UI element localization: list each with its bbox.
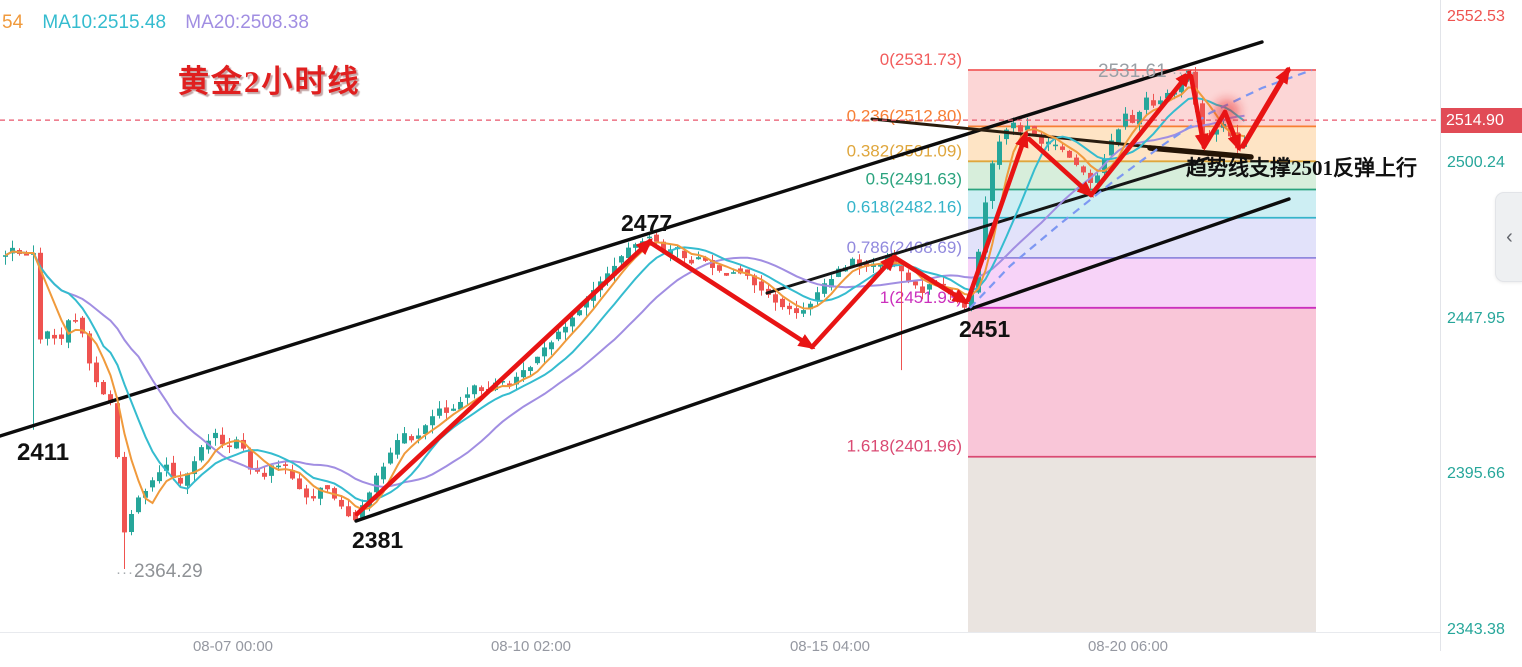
swing-low-label-2381: 2381 [352,527,404,553]
price-axis-label-2500.24: 2500.24 [1447,153,1505,171]
svg-text:0.382(2501.09): 0.382(2501.09) [847,141,962,160]
price-axis-border [1440,0,1441,651]
time-axis-label-1: 08-07 00:00 [192,638,274,655]
ma20-legend-value: MA20:2508.38 [185,12,309,33]
swing-low-label-2411: 2411 [17,439,70,466]
ma10-line [5,96,1246,503]
price-axis-label-2447.95: 2447.95 [1447,309,1505,327]
svg-text:0.618(2482.16): 0.618(2482.16) [847,198,962,217]
price-axis-label-2552.53: 2552.53 [1447,8,1505,25]
chevron-left-icon: ‹ [1506,225,1513,248]
current-price-badge: 2514.90 [1441,107,1522,133]
ma5-line [5,86,1245,511]
swing-high-label-2477: 2477 [621,210,673,236]
swing-low-label-2451: 2451 [959,316,1011,342]
trendline-support-annotation: 趋势线支撑2501反弹上行 [1186,156,1417,180]
svg-text:0.5(2491.63): 0.5(2491.63) [866,169,962,188]
svg-text:0(2531.73): 0(2531.73) [880,50,962,69]
time-axis-border [0,632,1440,633]
ma10-legend-value: MA10:2515.48 [42,12,167,33]
price-axis-label-2343.38: 2343.38 [1447,621,1505,639]
dotted-leader: ··· [116,564,134,581]
low-price-label-2364: ···2364.29 [116,561,203,583]
ma-legend: 54 MA10:2515.48 MA20:2508.38 [2,12,323,34]
red-trend-arrows [354,66,1291,517]
ma20-line [5,114,1245,488]
svg-text:1.618(2401.96): 1.618(2401.96) [847,437,962,456]
red-highlight-blob [1214,99,1240,125]
high-price-value: 2531.61 [1098,61,1167,82]
svg-text:1(2451.93): 1(2451.93) [880,288,962,307]
low-price-value: 2364.29 [134,561,203,582]
price-axis-label-2395.66: 2395.66 [1447,465,1505,483]
ma5-legend-value: 54 [2,12,24,33]
trend-lines [0,40,1291,523]
time-axis-label-2: 08-10 02:00 [490,638,572,655]
dotted-leader: ···· [1171,64,1196,81]
fib-level-labels: 0(2531.73)0.236(2512.80)0.382(2501.09)0.… [847,50,962,456]
high-price-label-2531: 2531.61 ···· [1098,61,1196,83]
chart-title: 黄金2小时线 [178,64,361,99]
time-axis-label-4: 08-20 06:00 [1087,638,1169,655]
collapse-panel-button[interactable]: ‹ [1495,192,1522,282]
svg-text:0.786(2468.69): 0.786(2468.69) [847,238,962,257]
time-axis-label-3: 08-15 04:00 [789,638,871,655]
